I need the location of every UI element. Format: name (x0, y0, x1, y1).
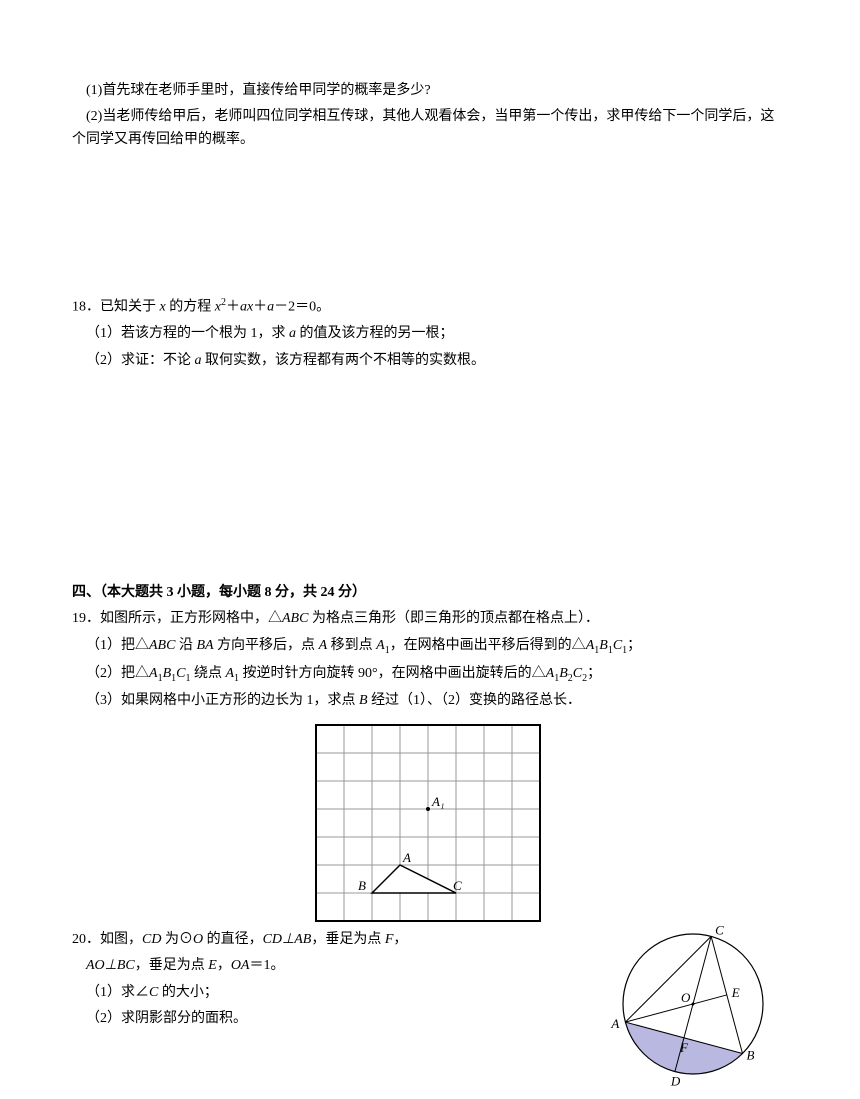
q19-stem-a: 19．如图所示，正方形网格中，△ (72, 611, 282, 626)
q19-stem-b: 为格点三角形（即三角形的顶点都在格点上）． (308, 611, 599, 626)
q20-stem-b: 为⊙ (161, 932, 193, 947)
q19-line3: （3）如果网格中小正方形的边长为 1，求点 B 经过（1）、（2）变换的路径总长… (72, 690, 788, 712)
CD: CD (142, 932, 161, 947)
q20-stem: 20．如图，CD 为⊙O 的直径，CD⊥AB，垂足为点 F， (72, 929, 588, 951)
q18-stem-b: 的方程 (166, 300, 215, 315)
q19-l1-d: 移到点 (327, 638, 376, 653)
q19-l1-e: ，在网格中画出平移后得到的△ (390, 638, 586, 653)
q20-stem-d: ，垂足为点 (311, 932, 385, 947)
q20-stem-a: 20．如图， (72, 932, 142, 947)
q18-l2-a: （2）求证：不论 (86, 353, 195, 368)
q20-l1: （1）求∠ (86, 985, 149, 1000)
A1: A (376, 638, 385, 653)
svg-text:C: C (715, 922, 724, 937)
eq-plus2: ＋ (253, 300, 267, 315)
svg-text:C: C (453, 878, 462, 893)
C1: C (613, 638, 622, 653)
var-a1: a (289, 326, 296, 341)
section-4-header: 四、（本大题共 3 小题，每小题 8 分，共 24 分） (72, 582, 788, 604)
q17-line1: (1)首先球在老师手里时，直接传给甲同学的概率是多少? (72, 80, 788, 102)
CDperpAB: CD⊥AB (263, 932, 312, 947)
q20-text: 20．如图，CD 为⊙O 的直径，CD⊥AB，垂足为点 F， AO⊥BC，垂足为… (72, 929, 588, 1035)
q19-l3-b: 经过（1）、（2）变换的路径总长． (368, 693, 582, 708)
C: C (149, 985, 158, 1000)
svg-text:O: O (681, 990, 691, 1005)
eq-ax: ax (240, 300, 253, 315)
q18-l1-b: 的值及该方程的另一根； (296, 326, 454, 341)
q18-stem-a: 18．已知关于 (72, 300, 160, 315)
q19-l1-c: 方向平移后，点 (214, 638, 319, 653)
O: O (193, 932, 203, 947)
var-a2: a (195, 353, 202, 368)
q19-figure: A₁ A B C (312, 721, 544, 925)
q20-l0-c: ＝1。 (249, 958, 284, 973)
q19-l2-c: 按逆时针方向旋转 90°，在网格中画出旋转后的△ (239, 666, 546, 681)
A1-3: A (225, 666, 234, 681)
svg-text:F: F (679, 1040, 689, 1055)
q19-l3-a: （3）如果网格中小正方形的边长为 1，求点 (86, 693, 359, 708)
A1B2C2-A: A (546, 666, 555, 681)
q18-line1: （1）若该方程的一个根为 1，求 a 的值及该方程的另一根； (72, 323, 788, 345)
q20-stem-c: 的直径， (203, 932, 263, 947)
q20-line2: （2）求阴影部分的面积。 (72, 1008, 588, 1030)
q19-l2-b: 绕点 (190, 666, 225, 681)
B2: B (559, 666, 568, 681)
B: B (359, 693, 368, 708)
q19-stem: 19．如图所示，正方形网格中，△ABC 为格点三角形（即三角形的顶点都在格点上）… (72, 608, 788, 630)
q20-line0: AO⊥BC，垂足为点 E，OA＝1。 (72, 955, 588, 977)
q19-line2: （2）把△A1B1C1 绕点 A1 按逆时针方向旋转 90°，在网格中画出旋转后… (72, 663, 788, 687)
spacer (72, 376, 788, 576)
q19-l1-f: ； (627, 638, 641, 653)
eq-minus2: －2 (274, 300, 295, 315)
q19-l1-a: （1）把△ (86, 638, 149, 653)
q20-l0-a: ，垂足为点 (135, 958, 209, 973)
q20-stem-e: ， (393, 932, 407, 947)
q19-l2-d: ； (587, 666, 601, 681)
q18-stem: 18．已知关于 x 的方程 x2＋ax＋a－2＝0。 (72, 295, 788, 319)
OA: OA (231, 958, 250, 973)
q19-l2-a: （2）把△ (86, 666, 149, 681)
A1B1C1-A: A (586, 638, 595, 653)
A1B1C1-2A: A (149, 666, 158, 681)
q18-l2-b: 取何实数，该方程都有两个不相等的实数根。 (202, 353, 486, 368)
q18-stem-c: ＝0。 (295, 300, 330, 315)
C2: C (573, 666, 582, 681)
svg-text:B: B (358, 878, 366, 893)
q18-line2: （2）求证：不论 a 取何实数，该方程都有两个不相等的实数根。 (72, 350, 788, 372)
eq-plus1: ＋ (226, 300, 240, 315)
svg-text:D: D (670, 1073, 681, 1088)
q18-l1-a: （1）若该方程的一个根为 1，求 (86, 326, 289, 341)
q20-line1: （1）求∠C 的大小； (72, 982, 588, 1004)
ABC: ABC (282, 611, 308, 626)
q20-l0-b: ， (217, 958, 231, 973)
B1-2: B (163, 666, 172, 681)
svg-text:E: E (731, 985, 740, 1000)
q19-l1-b: 沿 (175, 638, 196, 653)
q17-line2: (2)当老师传给甲后，老师叫四位同学相互传球，其他人观看体会，当甲第一个传出，求… (72, 106, 788, 151)
BA: BA (196, 638, 213, 653)
q20-wrap: 20．如图，CD 为⊙O 的直径，CD⊥AB，垂足为点 F， AO⊥BC，垂足为… (72, 929, 788, 1099)
q19-line1: （1）把△ABC 沿 BA 方向平移后，点 A 移到点 A1，在网格中画出平移后… (72, 635, 788, 659)
B1: B (599, 638, 608, 653)
spacer (72, 155, 788, 295)
AOperpBC: AO⊥BC (86, 958, 135, 973)
A: A (319, 638, 328, 653)
svg-text:A: A (402, 850, 411, 865)
q20-l1-b: 的大小； (158, 985, 218, 1000)
svg-text:A₁: A₁ (431, 794, 444, 809)
E: E (208, 958, 217, 973)
svg-text:B: B (746, 1047, 754, 1062)
svg-text:A: A (610, 1016, 619, 1031)
q20-figure: C D A B O E F (608, 919, 788, 1099)
ABC2: ABC (149, 638, 175, 653)
